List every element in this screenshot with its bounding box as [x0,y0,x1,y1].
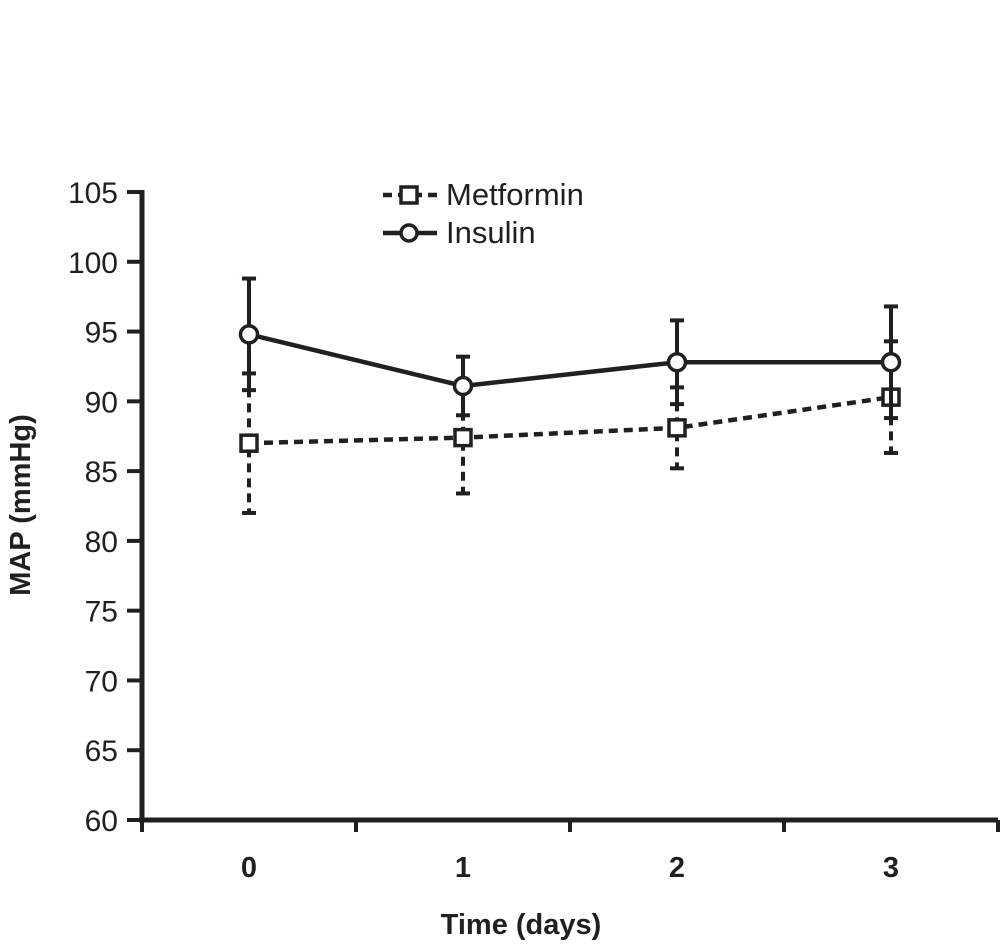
legend-marker [399,185,419,205]
y-tick-label: 100 [68,247,118,280]
x-axis-title: Time (days) [441,909,602,941]
data-point [880,352,902,373]
x-ticks: 0 1 2 3 [140,820,1000,884]
x-tick-label: 1 [455,852,471,884]
x-tick-label: 3 [883,852,899,884]
data-point [239,433,259,453]
series-layer [238,276,902,515]
series-line [248,394,892,446]
y-tick-label: 90 [85,386,118,419]
legend-label: Metformin [446,177,584,212]
axes [139,190,998,823]
y-tick-label: 95 [85,317,118,350]
y-tick-label: 70 [85,665,118,698]
data-point [452,375,474,397]
data-point [666,352,688,373]
data-point [667,418,687,438]
series-metformin [239,339,901,515]
y-tick-label: 60 [85,805,118,838]
y-axis-title: MAP (mmHg) [5,414,37,596]
data-point [453,427,473,448]
y-tick-label: 85 [85,456,118,489]
legend-marker [399,223,419,243]
series-insulin [238,276,902,421]
x-tick-label: 0 [241,852,257,884]
y-tick-label: 80 [85,526,118,559]
data-point [238,324,260,345]
y-tick-label: 65 [85,735,118,768]
series-line [248,332,891,389]
x-tick-label: 2 [669,852,685,884]
legend-label: Insulin [446,215,536,250]
y-tick-label: 105 [68,177,118,210]
y-ticks: 60 65 70 75 80 85 90 95 100 105 [68,177,142,838]
y-tick-label: 75 [85,596,118,629]
